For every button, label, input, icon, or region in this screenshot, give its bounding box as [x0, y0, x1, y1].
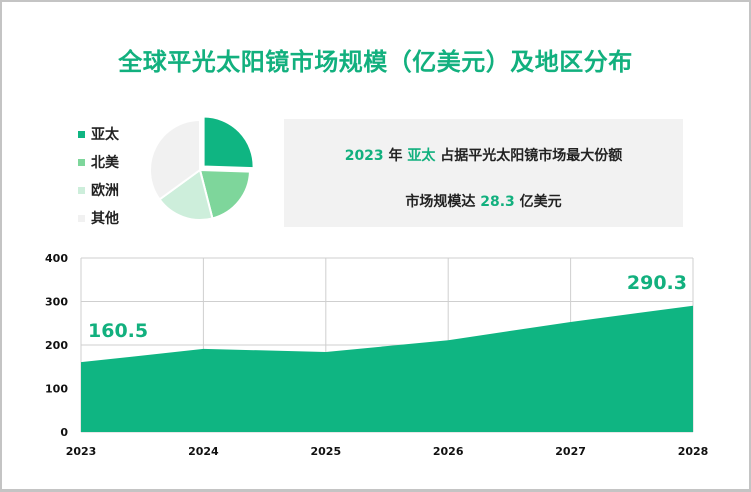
info-prefix: 市场规模达 — [405, 194, 481, 210]
info-line-2: 市场规模达 28.3 亿美元 — [284, 191, 683, 211]
x-tick-label: 2028 — [678, 445, 709, 458]
info-text: 占据平光太阳镜市场最大份额 — [435, 148, 623, 164]
y-tick-label: 400 — [45, 252, 68, 265]
pie-slice-2 — [198, 168, 252, 220]
legend-label: 北美 — [91, 155, 119, 171]
x-tick-label: 2026 — [433, 445, 464, 458]
y-axis-labels: 0 100 200 300 400 — [45, 252, 68, 439]
x-tick-label: 2024 — [188, 445, 219, 458]
legend-label: 欧洲 — [91, 183, 119, 199]
x-axis-labels: 2023 2024 2025 2026 2027 2028 — [66, 445, 709, 458]
legend-label: 其他 — [91, 211, 119, 227]
y-tick-label: 200 — [45, 339, 68, 352]
legend-item-other: 其他 — [78, 204, 119, 232]
legend-swatch — [78, 158, 85, 166]
pie-slice-4 — [149, 118, 201, 201]
legend-item-asia: 亚太 — [78, 120, 119, 148]
market-size-area-chart: 0 100 200 300 400 2023 2024 2025 2026 2027 2028 1… — [45, 252, 709, 458]
data-label-2023: 160.5 — [88, 320, 148, 342]
legend-swatch — [78, 130, 85, 138]
legend-swatch — [78, 214, 85, 222]
x-tick-label: 2025 — [310, 445, 341, 458]
data-label-2028: 290.3 — [627, 272, 687, 294]
pie-legend: 亚太 北美 欧洲 其他 — [78, 120, 119, 232]
legend-swatch — [78, 186, 85, 194]
info-year: 2023 — [344, 148, 384, 164]
info-suffix: 亿美元 — [514, 194, 562, 210]
data-labels: 160.5 290.3 — [88, 272, 687, 342]
info-box: 2023 年 亚太 占据平光太阳镜市场最大份额 市场规模达 28.3 亿美元 — [284, 119, 683, 227]
x-tick-label: 2027 — [555, 445, 586, 458]
legend-item-north-america: 北美 — [78, 148, 119, 176]
info-market-value: 28.3 — [480, 194, 515, 210]
legend-label: 亚太 — [91, 127, 119, 143]
pie-slice-3 — [158, 168, 214, 221]
y-tick-label: 0 — [60, 426, 68, 439]
x-tick-label: 2023 — [66, 445, 97, 458]
market-size-area — [81, 305, 693, 432]
pie-slice-1 — [202, 115, 255, 170]
region-pie-chart — [149, 115, 255, 221]
y-tick-label: 300 — [45, 296, 68, 309]
info-year-suffix: 年 — [383, 148, 408, 164]
info-region: 亚太 — [407, 148, 436, 164]
y-tick-label: 100 — [45, 383, 68, 396]
page-title: 全球平光太阳镜市场规模（亿美元）及地区分布 — [118, 48, 633, 76]
info-line-1: 2023 年 亚太 占据平光太阳镜市场最大份额 — [284, 145, 683, 165]
legend-item-europe: 欧洲 — [78, 176, 119, 204]
